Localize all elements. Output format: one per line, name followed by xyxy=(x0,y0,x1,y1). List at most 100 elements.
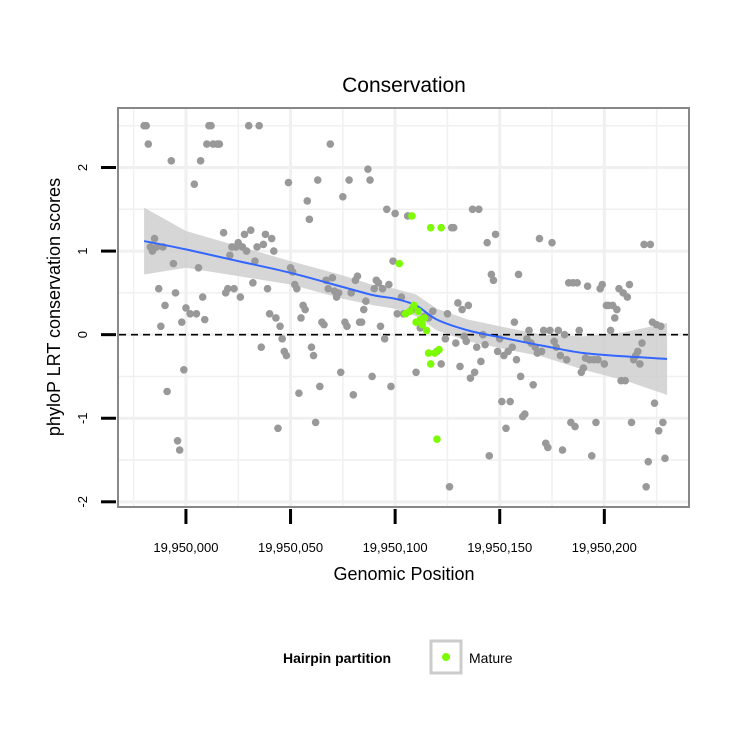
data-point xyxy=(196,157,205,165)
data-point xyxy=(349,391,358,399)
data-point xyxy=(198,293,207,301)
data-point xyxy=(456,362,464,371)
data-point xyxy=(307,343,316,352)
data-point xyxy=(207,121,215,130)
data-point xyxy=(301,305,309,314)
data-point xyxy=(535,234,544,243)
data-point xyxy=(374,279,383,287)
mature-data-point xyxy=(408,212,416,220)
data-point xyxy=(339,192,347,201)
data-point xyxy=(171,289,180,297)
data-point xyxy=(451,339,460,347)
data-point xyxy=(491,230,500,239)
data-point xyxy=(516,372,525,381)
data-point xyxy=(498,397,506,406)
data-point xyxy=(253,243,261,251)
data-point xyxy=(477,357,485,366)
data-point xyxy=(502,424,510,433)
data-point xyxy=(659,418,667,427)
data-point xyxy=(385,280,393,289)
data-point xyxy=(157,322,165,331)
data-point xyxy=(548,238,556,247)
data-point xyxy=(313,176,322,184)
data-point xyxy=(546,326,554,335)
data-point xyxy=(257,343,266,352)
data-point xyxy=(359,305,368,314)
mature-data-point xyxy=(426,223,435,232)
data-point xyxy=(297,314,305,322)
data-point xyxy=(466,374,475,382)
mature-data-point xyxy=(433,435,441,443)
data-point xyxy=(303,197,312,205)
data-point xyxy=(441,335,450,343)
data-point xyxy=(598,280,607,289)
data-point xyxy=(142,121,150,130)
data-point xyxy=(623,293,632,301)
mature-data-point xyxy=(414,307,422,316)
data-point xyxy=(625,280,634,289)
data-point xyxy=(654,426,663,435)
data-point xyxy=(468,205,477,214)
data-point xyxy=(282,351,291,360)
data-point xyxy=(613,305,621,314)
data-point xyxy=(554,326,563,335)
data-point xyxy=(347,289,356,297)
mature-data-point xyxy=(437,223,445,232)
mature-data-point xyxy=(426,360,435,368)
data-point xyxy=(529,381,537,389)
data-point xyxy=(376,322,385,331)
data-point xyxy=(464,301,473,310)
data-point xyxy=(594,355,602,364)
mature-data-point xyxy=(395,259,404,268)
data-point xyxy=(267,234,276,243)
x-tick-label: 19,950,000 xyxy=(153,540,218,555)
data-point xyxy=(462,337,471,346)
data-point xyxy=(470,368,479,377)
data-point xyxy=(163,387,171,396)
data-point xyxy=(265,309,274,318)
data-point xyxy=(343,322,351,331)
data-point xyxy=(263,284,272,293)
data-point xyxy=(391,209,399,218)
data-point xyxy=(278,335,286,343)
data-point xyxy=(387,382,395,391)
data-point xyxy=(203,140,211,148)
grid-lines xyxy=(119,109,688,506)
data-point xyxy=(621,376,630,385)
data-point xyxy=(454,299,462,307)
data-point xyxy=(475,205,483,214)
data-point xyxy=(144,140,153,148)
data-point xyxy=(638,339,646,347)
data-point xyxy=(223,284,232,293)
data-point xyxy=(640,240,648,249)
mature-data-point xyxy=(420,314,429,322)
data-point xyxy=(558,446,567,454)
data-point xyxy=(579,364,588,372)
data-point xyxy=(215,140,224,148)
y-tick-label: -2 xyxy=(75,496,90,508)
data-point xyxy=(169,259,178,268)
data-point xyxy=(487,270,496,279)
legend-title: Hairpin partition xyxy=(283,650,391,666)
data-point xyxy=(219,228,228,237)
data-point xyxy=(186,309,194,318)
data-point xyxy=(562,355,571,364)
data-point xyxy=(650,399,659,407)
data-point xyxy=(483,238,491,247)
data-point xyxy=(646,240,655,249)
data-point xyxy=(161,301,169,310)
data-point xyxy=(240,230,249,239)
legend-mature-label: Mature xyxy=(469,650,513,666)
data-point xyxy=(150,234,159,243)
data-point xyxy=(550,337,558,346)
data-point xyxy=(642,482,650,491)
x-tick-label: 19,950,100 xyxy=(363,540,428,555)
data-point xyxy=(353,272,362,280)
data-point xyxy=(544,443,552,452)
data-point xyxy=(272,314,280,322)
data-point xyxy=(261,230,270,239)
data-point xyxy=(309,351,318,360)
data-point xyxy=(556,351,565,360)
data-point xyxy=(173,437,182,445)
